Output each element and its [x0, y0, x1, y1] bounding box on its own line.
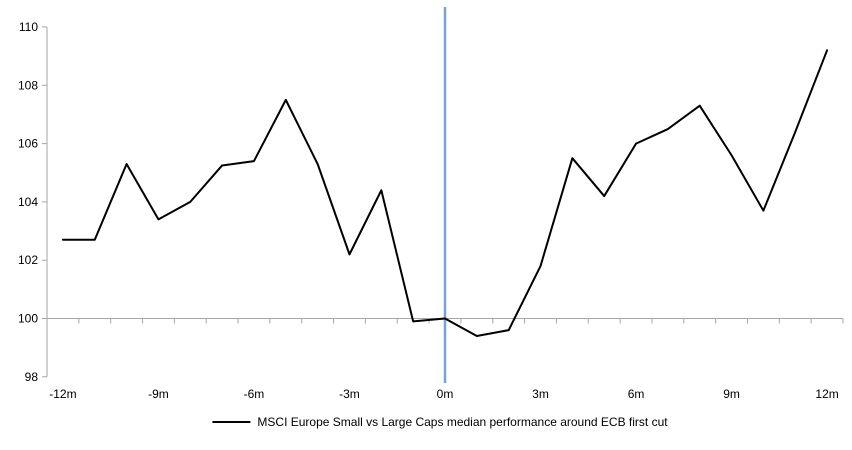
x-tick-label: 6m	[628, 387, 645, 401]
x-tick-label: 12m	[815, 387, 838, 401]
y-tick-label: 104	[18, 195, 38, 209]
x-tick-label: -3m	[339, 387, 360, 401]
y-tick-label: 108	[18, 78, 38, 92]
legend: MSCI Europe Small vs Large Caps median p…	[212, 415, 668, 429]
y-tick-label: 98	[25, 370, 39, 384]
x-tick-label: -6m	[244, 387, 265, 401]
legend-line-sample	[212, 421, 251, 423]
x-tick-label: -12m	[49, 387, 76, 401]
series-line	[61, 49, 829, 337]
y-tick-label: 110	[19, 20, 38, 34]
x-tick-label: 3m	[532, 387, 549, 401]
y-tick-label: 100	[18, 312, 38, 326]
x-tick-label: 9m	[723, 387, 740, 401]
y-tick-label: 106	[18, 137, 38, 151]
x-tick-label: 0m	[437, 387, 454, 401]
x-tick-label: -9m	[148, 387, 169, 401]
legend-label: MSCI Europe Small vs Large Caps median p…	[257, 415, 668, 429]
line-chart: 98 100 102 104 106 108 110 -12m -9m -6m -3m 0m 3m 6m 9…	[18, 7, 844, 401]
y-tick-label: 102	[18, 253, 38, 267]
